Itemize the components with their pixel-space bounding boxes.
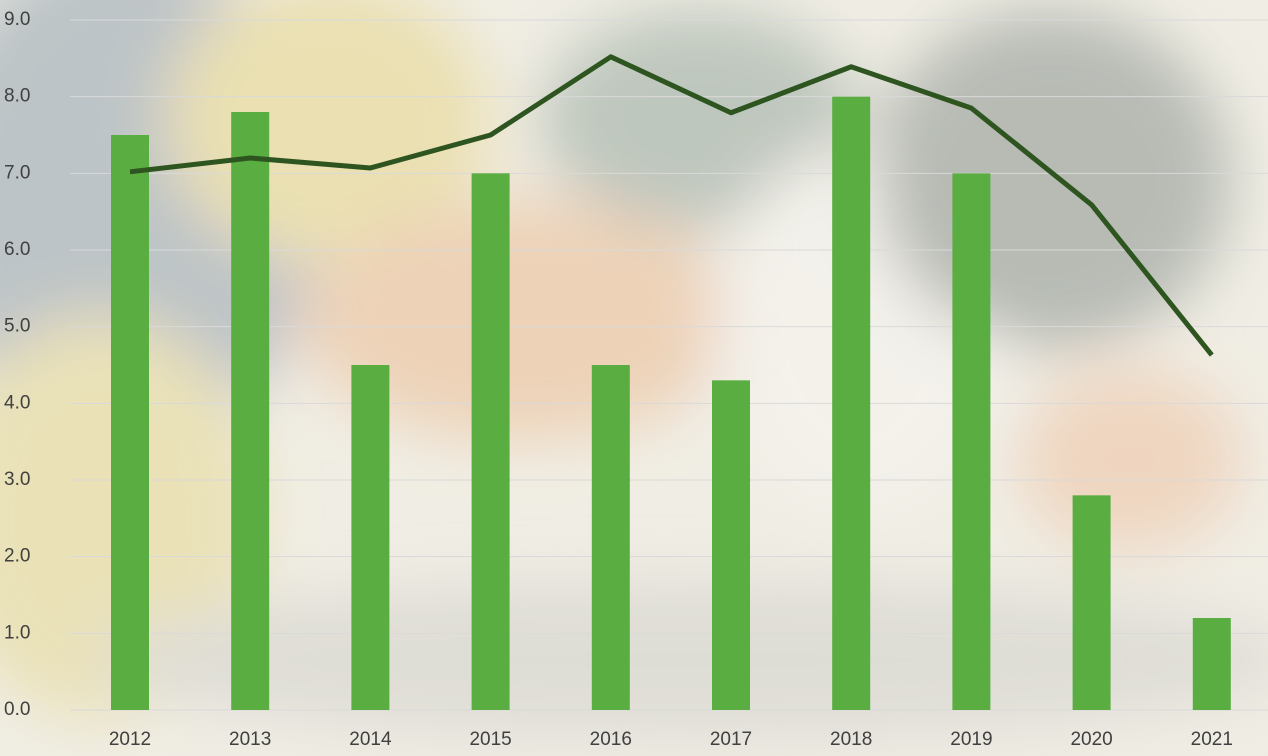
- bar: [1072, 495, 1111, 710]
- y-tick-label: 0.0: [4, 699, 30, 720]
- bar: [1192, 618, 1231, 710]
- bar: [952, 173, 991, 711]
- x-tick-label: 2021: [1191, 729, 1233, 750]
- x-tick-label: 2017: [710, 729, 752, 750]
- y-tick-label: 7.0: [4, 162, 30, 183]
- bar: [111, 135, 149, 710]
- y-tick-label: 9.0: [4, 9, 30, 30]
- bar: [231, 112, 270, 710]
- y-tick-label: 2.0: [4, 546, 30, 567]
- line: [129, 54, 1214, 357]
- bar: [712, 380, 750, 710]
- y-tick-label: 5.0: [4, 316, 30, 337]
- x-tick-label: 2015: [469, 729, 511, 750]
- y-tick-label: 8.0: [4, 86, 30, 107]
- x-tick-label: 2014: [349, 729, 392, 750]
- bar: [351, 365, 390, 710]
- y-tick-label: 3.0: [4, 469, 30, 490]
- x-tick-label: 2019: [950, 729, 992, 750]
- y-tick-label: 1.0: [4, 622, 30, 643]
- x-tick-label: 2018: [830, 729, 872, 750]
- x-tick-label: 2020: [1070, 729, 1112, 750]
- bar: [832, 96, 871, 710]
- x-tick-label: 2012: [109, 729, 151, 750]
- bar: [471, 173, 510, 711]
- y-tick-label: 6.0: [4, 239, 30, 260]
- x-tick-label: 2013: [229, 729, 271, 750]
- x-tick-label: 2016: [590, 729, 632, 750]
- y-tick-label: 4.0: [4, 392, 30, 413]
- bar: [591, 365, 630, 710]
